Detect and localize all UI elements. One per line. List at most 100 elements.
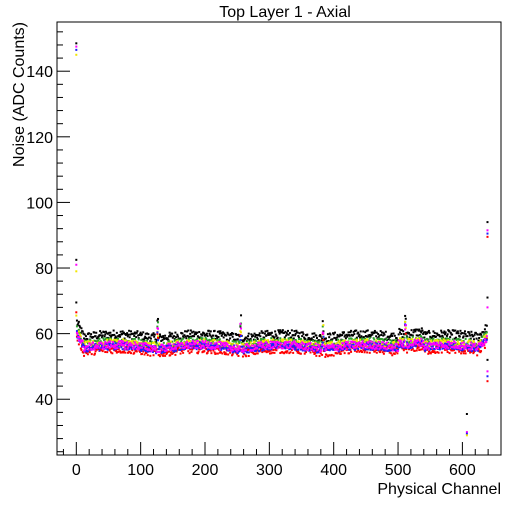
data-point-red bbox=[405, 348, 408, 351]
data-point-blue bbox=[240, 345, 243, 348]
data-point-yellow bbox=[335, 342, 338, 345]
data-point-yellow bbox=[404, 327, 407, 330]
data-point-blue bbox=[382, 349, 385, 352]
data-point-black bbox=[191, 331, 194, 334]
data-point-magenta bbox=[102, 345, 105, 348]
data-point-red bbox=[389, 352, 392, 355]
data-point-red bbox=[188, 352, 191, 355]
data-point-blue bbox=[478, 345, 481, 348]
data-point-magenta bbox=[359, 344, 362, 347]
data-point-magenta bbox=[84, 347, 87, 350]
data-point-red bbox=[100, 349, 103, 352]
data-point-magenta bbox=[166, 346, 169, 349]
data-point-yellow bbox=[135, 341, 138, 344]
data-point-red bbox=[263, 349, 266, 352]
data-point-black bbox=[260, 330, 263, 333]
data-point-red bbox=[111, 352, 114, 355]
data-point-blue bbox=[287, 343, 290, 346]
data-point-green bbox=[427, 340, 430, 343]
data-point-black bbox=[80, 327, 83, 330]
data-point-magenta bbox=[139, 346, 142, 349]
data-point-yellow bbox=[144, 345, 147, 348]
data-point-blue bbox=[319, 345, 322, 348]
data-point-black bbox=[230, 333, 233, 336]
data-point-black bbox=[294, 332, 297, 335]
data-point-blue bbox=[263, 342, 266, 345]
data-point-magenta bbox=[77, 336, 80, 339]
data-point-yellow bbox=[477, 341, 480, 344]
data-point-black bbox=[252, 334, 255, 337]
data-point-magenta bbox=[101, 342, 104, 345]
data-point-black bbox=[345, 333, 348, 336]
data-point-black bbox=[234, 338, 237, 341]
data-point-red bbox=[476, 354, 479, 357]
data-point-magenta bbox=[312, 349, 315, 352]
data-point-red bbox=[149, 347, 152, 350]
data-point-yellow bbox=[176, 339, 179, 342]
data-point-blue bbox=[208, 345, 211, 348]
data-point-black bbox=[326, 340, 329, 343]
data-point-yellow bbox=[397, 341, 400, 344]
data-point-black bbox=[92, 335, 95, 338]
data-point-magenta bbox=[167, 346, 170, 349]
data-point-green bbox=[77, 328, 80, 331]
data-point-green bbox=[200, 338, 203, 341]
data-point-green bbox=[382, 339, 385, 342]
data-point-blue bbox=[123, 341, 126, 344]
data-point-red bbox=[362, 349, 365, 352]
data-point-red bbox=[238, 348, 241, 351]
data-point-black bbox=[120, 333, 123, 336]
data-point-yellow bbox=[355, 338, 358, 341]
x-tick-label: 300 bbox=[256, 462, 283, 479]
data-point-green bbox=[157, 344, 160, 347]
data-point-yellow bbox=[365, 345, 368, 348]
data-point-magenta bbox=[167, 342, 170, 345]
data-point-black bbox=[86, 338, 89, 341]
data-point-red bbox=[477, 348, 480, 351]
data-point-black bbox=[409, 333, 412, 336]
data-point-green bbox=[350, 337, 353, 340]
data-point-red bbox=[79, 347, 82, 350]
data-point-magenta bbox=[404, 328, 407, 331]
data-point-blue bbox=[198, 346, 201, 349]
data-point-red bbox=[131, 349, 134, 352]
x-tick-label: 100 bbox=[127, 462, 154, 479]
data-point-yellow bbox=[463, 343, 466, 346]
data-point-red bbox=[152, 354, 155, 357]
data-point-blue bbox=[286, 343, 289, 346]
data-point-magenta bbox=[283, 341, 286, 344]
data-point-magenta bbox=[164, 347, 167, 350]
data-point-red bbox=[326, 348, 329, 351]
data-point-magenta bbox=[252, 349, 255, 352]
data-point-black bbox=[377, 335, 380, 338]
data-point-blue bbox=[268, 346, 271, 349]
data-point-yellow bbox=[322, 324, 325, 327]
data-point-magenta bbox=[374, 343, 377, 346]
data-point-blue bbox=[157, 348, 160, 351]
data-point-blue bbox=[254, 350, 257, 353]
data-point-magenta bbox=[102, 348, 105, 351]
data-point-yellow bbox=[157, 335, 160, 338]
data-point-black bbox=[288, 331, 291, 334]
data-point-red bbox=[337, 348, 340, 351]
data-point-black bbox=[278, 330, 280, 333]
data-point-red bbox=[223, 351, 226, 354]
data-point-green bbox=[485, 331, 488, 334]
data-point-black bbox=[149, 337, 152, 340]
data-point-blue bbox=[145, 344, 148, 347]
outlier-point bbox=[75, 48, 78, 51]
outlier-point bbox=[75, 258, 78, 261]
data-point-yellow bbox=[90, 342, 93, 345]
data-point-black bbox=[182, 336, 185, 339]
data-point-green bbox=[218, 338, 221, 341]
data-point-yellow bbox=[387, 342, 390, 345]
data-point-black bbox=[238, 335, 241, 338]
data-point-black bbox=[326, 333, 329, 336]
data-point-magenta bbox=[213, 346, 216, 349]
data-point-red bbox=[193, 344, 196, 347]
data-point-black bbox=[133, 334, 136, 337]
data-point-black bbox=[242, 340, 245, 343]
data-point-magenta bbox=[435, 347, 438, 350]
data-point-black bbox=[283, 331, 286, 334]
data-point-red bbox=[289, 351, 292, 354]
